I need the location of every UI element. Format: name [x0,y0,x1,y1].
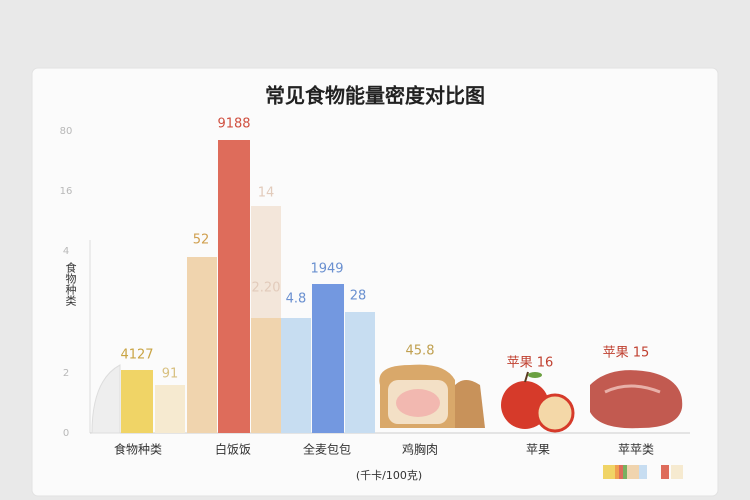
data-label: 苹果 16 [507,356,554,371]
y-tick-label: 4 [63,246,69,257]
y-tick-label: 80 [60,126,73,137]
y-tick-label: 2 [63,368,69,379]
bar [281,318,311,433]
chart-title: 常见食物能量密度对比图 [265,84,485,108]
bread-image [379,364,485,428]
data-label: 14 [258,186,275,201]
bar [218,140,250,433]
apple-image [501,371,575,433]
y-axis-label: 食物种类 [64,261,77,307]
bar [121,370,153,433]
data-label: 9188 [217,117,250,132]
legend-swatches [603,465,683,479]
data-label: 2.20 [252,281,281,296]
data-label: 苹果 15 [603,346,650,361]
bar [251,206,281,318]
x-tick-label: 鸡胸肉 [402,442,438,457]
rice-image [91,364,121,434]
x-tick-label: 食物种类 [114,442,162,457]
data-label: 4127 [120,348,153,363]
x-tick-label: 苹苹类 [618,443,654,457]
bar [187,257,217,433]
data-label: 1949 [310,262,343,277]
meat-image [590,370,683,429]
data-label: 45.8 [406,344,435,359]
data-label: 4.8 [286,292,307,307]
x-tick-label: 苹果 [526,443,550,457]
data-label: 28 [350,289,367,304]
bar [251,318,281,433]
data-label: 52 [193,233,210,248]
bar [155,385,185,433]
x-tick-label: 白饭饭 [215,442,251,457]
y-tick-label: 16 [60,186,73,197]
y-tick-label: 0 [63,428,69,439]
data-label: 91 [162,367,179,382]
x-tick-label: 全麦包包 [303,442,351,457]
x-axis-label: (千卡/100克) [356,469,422,482]
bar [345,312,375,433]
bar [312,284,344,433]
